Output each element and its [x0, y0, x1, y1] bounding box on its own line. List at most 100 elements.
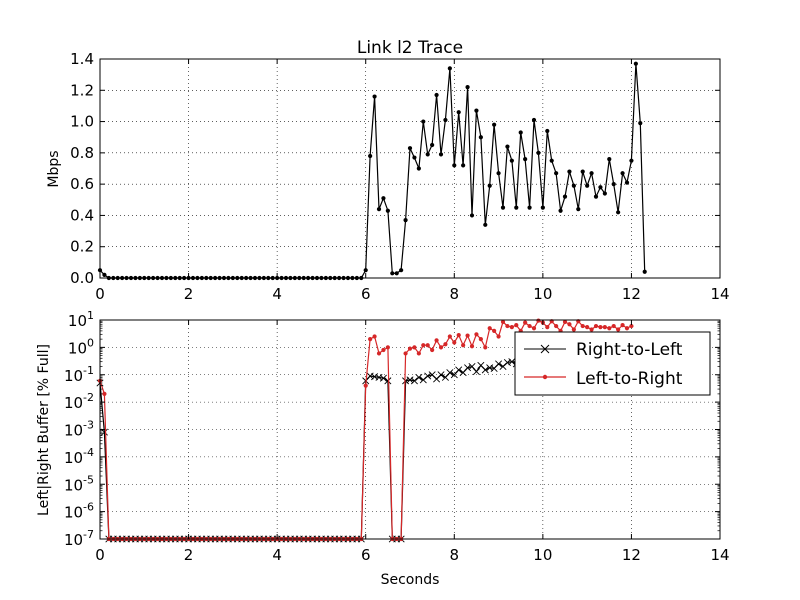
x-tick-label: 6 — [361, 546, 371, 564]
data-point — [381, 196, 386, 201]
data-point — [483, 222, 488, 227]
y-tick-label: 0.8 — [70, 144, 94, 162]
legend-x-marker-icon — [540, 344, 550, 354]
x-tick-label: 8 — [450, 285, 460, 303]
data-point — [447, 66, 452, 71]
data-point — [452, 340, 457, 345]
data-point — [394, 271, 399, 276]
data-point — [571, 183, 576, 188]
y-tick-label: 1.4 — [70, 50, 94, 68]
data-point — [554, 323, 559, 329]
x-tick-label: 2 — [184, 546, 194, 564]
data-point — [545, 325, 550, 330]
data-point — [514, 323, 519, 328]
data-point — [500, 205, 506, 210]
data-point — [412, 345, 417, 350]
data-point — [452, 163, 457, 168]
data-point — [443, 342, 448, 347]
y-tick-label: 10-3 — [64, 419, 94, 440]
data-point — [554, 171, 559, 176]
data-point — [616, 210, 621, 215]
data-point — [580, 169, 585, 174]
data-point — [602, 191, 607, 196]
data-point — [385, 208, 390, 213]
data-point — [425, 152, 430, 157]
tick-exponent: -2 — [83, 391, 94, 404]
data-point — [415, 373, 423, 381]
data-point — [438, 345, 444, 350]
data-point — [593, 323, 599, 329]
data-point — [536, 318, 541, 323]
data-point — [598, 325, 603, 330]
y-tick-label: 10-6 — [64, 501, 94, 522]
data-point — [376, 351, 382, 356]
buffer-chart: Seconds Left|Right Buffer [% Full] 0 2 4 6 8… — [36, 309, 730, 588]
data-point — [456, 333, 461, 338]
data-point — [461, 163, 466, 168]
legend-entry: Left-to-Right — [524, 369, 683, 389]
data-point — [403, 351, 408, 356]
data-point — [545, 128, 550, 134]
data-point — [629, 323, 634, 329]
axis-ticks: 0 2 4 6 8 10 12 14 0.0 0.2 0.4 0.6 0.8 1.0 1.2 1.4 — [70, 50, 729, 303]
tick-base: 10 — [64, 394, 83, 412]
tick-exponent: 0 — [87, 336, 94, 349]
legend-dot-marker-icon — [542, 374, 548, 380]
legend-label: Right-to-Left — [576, 340, 683, 360]
x-tick-label: 4 — [272, 546, 282, 564]
tick-base: 10 — [64, 476, 83, 494]
data-point — [384, 377, 392, 385]
axis-ticks: 0 2 4 6 8 10 12 1410-710-610-510-410-310-210-11… — [64, 309, 730, 564]
data-point — [472, 368, 480, 376]
data-point — [607, 157, 612, 162]
data-point — [620, 171, 625, 176]
y-tick-label: 0.2 — [70, 238, 94, 256]
x-tick-label: 10 — [533, 285, 552, 303]
tick-base: 10 — [64, 531, 83, 549]
data-point — [642, 269, 647, 274]
tick-base: 10 — [68, 312, 87, 330]
x-axis-label: Seconds — [381, 572, 440, 588]
data-point — [495, 360, 503, 368]
data-point — [585, 325, 590, 330]
data-point — [571, 327, 576, 332]
data-point — [500, 319, 506, 325]
x-tick-label: 12 — [622, 546, 641, 564]
x-tick-label: 14 — [710, 285, 729, 303]
data-point — [385, 345, 390, 350]
data-point — [456, 110, 461, 115]
data-point — [363, 268, 368, 273]
data-point — [465, 333, 470, 338]
data-point — [399, 268, 404, 273]
data-point — [576, 207, 581, 212]
data-point — [503, 358, 511, 367]
data-point — [469, 213, 475, 218]
data-point — [629, 158, 634, 163]
data-point — [549, 158, 554, 163]
data-point — [567, 169, 572, 174]
data-point — [624, 326, 630, 331]
data-point — [446, 369, 454, 377]
data-point — [487, 326, 492, 331]
data-point — [455, 366, 463, 374]
data-point — [406, 376, 414, 384]
data-point — [425, 343, 430, 348]
data-point — [509, 325, 514, 330]
data-point — [508, 358, 516, 366]
tick-exponent: -6 — [83, 501, 94, 514]
y-tick-label: 10-2 — [64, 391, 94, 412]
throughput-chart: Link l2 Trace Mbps 0 2 4 6 8 10 12 140.00.20.40… — [46, 38, 730, 303]
data-point — [496, 171, 501, 176]
data-point — [424, 372, 432, 380]
data-point — [540, 205, 545, 210]
y-tick-label: 1.2 — [70, 81, 94, 99]
y-tick-label: 10-5 — [64, 473, 94, 494]
x-tick-label: 0 — [95, 546, 105, 564]
data-point — [438, 152, 444, 157]
data-point — [589, 171, 594, 176]
data-point — [487, 183, 492, 188]
tick-exponent: -4 — [83, 446, 94, 459]
data-point — [464, 364, 472, 372]
data-point — [447, 334, 452, 339]
